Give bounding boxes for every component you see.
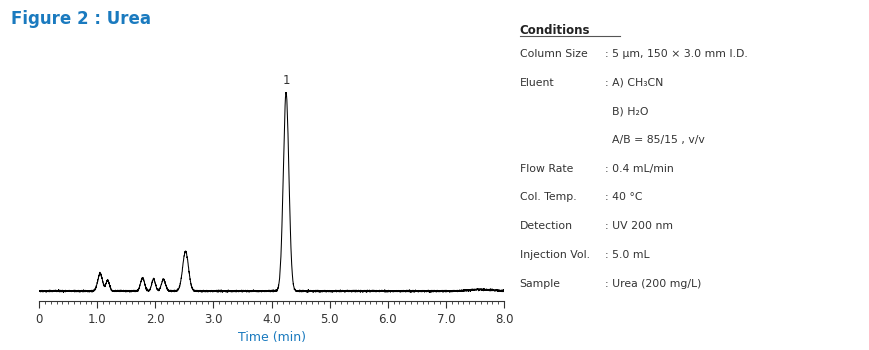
Text: : 5.0 mL: : 5.0 mL — [605, 250, 649, 260]
Text: : 40 °C: : 40 °C — [605, 193, 642, 203]
Text: Figure 2 : Urea: Figure 2 : Urea — [11, 10, 151, 28]
Text: B) H₂O: B) H₂O — [605, 106, 648, 117]
Text: : UV 200 nm: : UV 200 nm — [605, 221, 673, 231]
Text: Column Size: Column Size — [520, 49, 587, 59]
Text: Sample: Sample — [520, 279, 561, 289]
Text: : 5 μm, 150 × 3.0 mm I.D.: : 5 μm, 150 × 3.0 mm I.D. — [605, 49, 747, 59]
X-axis label: Time (min): Time (min) — [237, 331, 306, 344]
Text: Eluent: Eluent — [520, 78, 554, 88]
Text: Col. Temp.: Col. Temp. — [520, 193, 576, 203]
Text: Detection: Detection — [520, 221, 573, 231]
Text: Conditions: Conditions — [520, 25, 590, 37]
Text: A/B = 85/15 , v/v: A/B = 85/15 , v/v — [605, 135, 705, 145]
Text: Flow Rate: Flow Rate — [520, 164, 573, 174]
Text: : A) CH₃CN: : A) CH₃CN — [605, 78, 663, 88]
Text: : 0.4 mL/min: : 0.4 mL/min — [605, 164, 673, 174]
Text: 1: 1 — [282, 74, 290, 87]
Text: : Urea (200 mg/L): : Urea (200 mg/L) — [605, 279, 701, 289]
Text: Injection Vol.: Injection Vol. — [520, 250, 590, 260]
